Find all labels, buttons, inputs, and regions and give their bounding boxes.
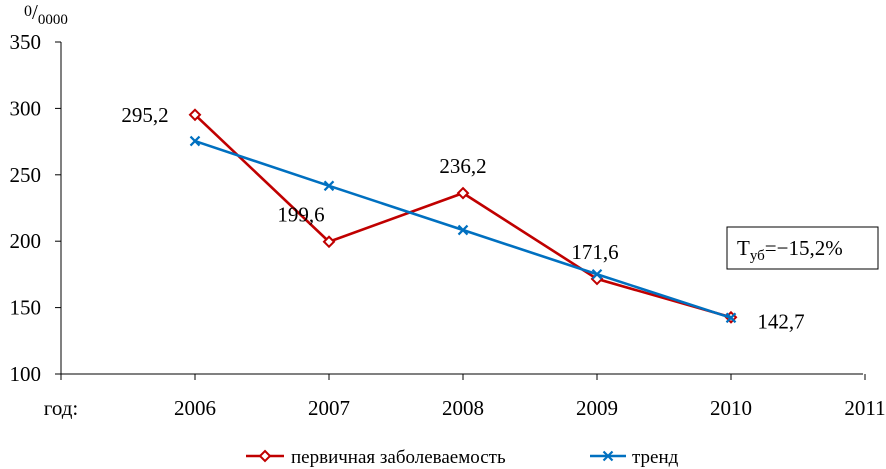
series-trend [189,135,737,324]
data-point [457,224,469,236]
x-tick-label: 2006 [174,396,216,420]
data-point [591,268,603,280]
data-point [322,235,336,249]
legend-item-incidence: первичная заболеваемость [246,447,506,468]
decline-rate-annotation: Туб=−15,2% [726,226,879,270]
y-tick-label: 200 [10,229,42,253]
x-tick-label: 2008 [442,396,484,420]
legend-label: тренд [632,447,679,468]
chart-series [188,108,738,324]
y-tick-label: 350 [10,30,42,54]
x-tick-label: 2007 [308,396,350,420]
x-tick-label: 2011 [844,396,885,420]
data-label: 199,6 [277,203,324,227]
data-label: 236,2 [439,154,486,178]
data-point [725,312,737,324]
series-line [194,113,732,319]
y-tick-label: 250 [10,163,42,187]
data-label: 171,6 [571,240,618,264]
x-axis-prefix-label: год: [44,396,79,420]
y-tick-label: 300 [10,96,42,120]
tick-labels: 350 300 250 200 150 100 2006 2007 2008 2009 2010 20… [10,0,886,420]
y-tick-label: 100 [10,362,42,386]
legend-item-trend: тренд [590,447,679,468]
y-unit-label: 0/0000 [24,0,68,28]
chart-legend: первичная заболеваемость тренд [246,447,679,468]
data-point [188,108,202,122]
annotation-text: Туб=−15,2% [737,236,843,264]
data-label: 142,7 [757,309,804,333]
annotation-box [726,226,879,270]
series-incidence [188,108,738,324]
x-tick-label: 2009 [576,396,618,420]
data-labels: 295,2 199,6 236,2 171,6 142,7 [121,103,804,334]
x-tick-label: 2010 [710,396,752,420]
chart-axes [55,41,866,380]
y-tick-label: 150 [10,296,42,320]
data-label: 295,2 [121,103,168,127]
data-point [456,186,470,200]
data-point [189,135,201,147]
data-point [323,180,335,192]
legend-label: первичная заболеваемость [291,447,506,468]
